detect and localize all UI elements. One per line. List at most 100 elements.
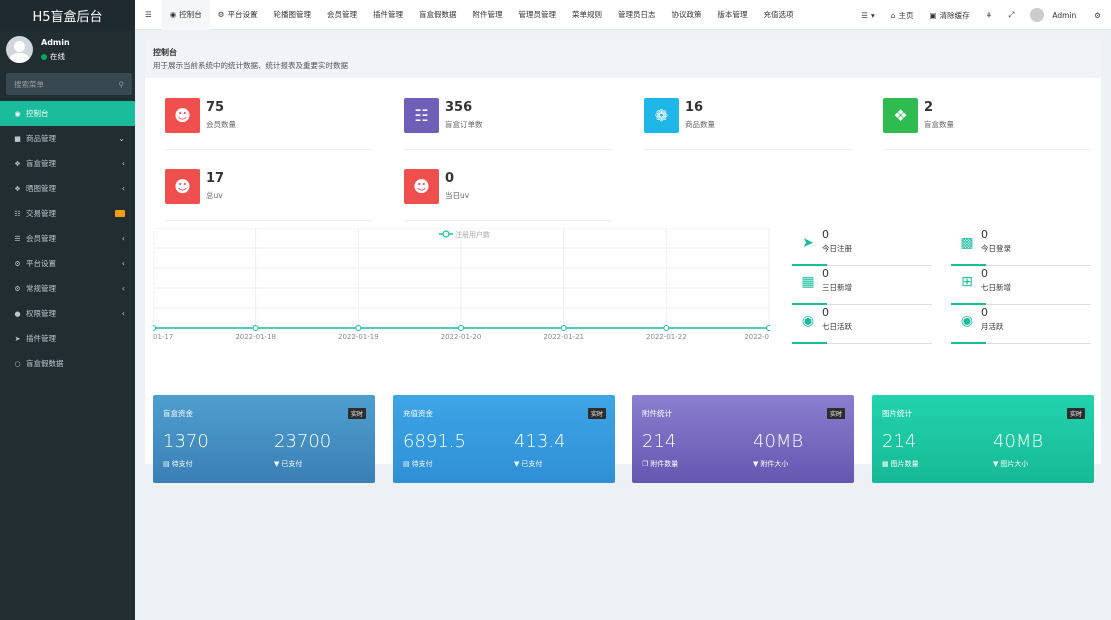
- app-logo[interactable]: H5盲盒后台: [0, 0, 135, 30]
- card-attachment-stats: 附件统计 实时 214 40MB ❐ 附件数量 ▼ 附件大小: [632, 395, 854, 483]
- sidebar-item-dashboard[interactable]: ◉ 控制台: [0, 101, 135, 126]
- tab-version[interactable]: 版本管理: [717, 10, 748, 19]
- fullscreen-icon[interactable]: ⤢: [1008, 10, 1015, 19]
- stat-value: 75: [206, 100, 225, 115]
- sidebar-item-label: 会员管理: [26, 234, 56, 243]
- mini-stat-label: 月活跃: [981, 322, 1004, 331]
- clear-cache-button[interactable]: ▣ 清除缓存: [922, 10, 978, 21]
- sidebar-item-label: 控制台: [26, 109, 49, 118]
- home-link[interactable]: ⌂ 主页: [883, 10, 922, 21]
- mini-stat-today-login: ▩ 0 今日登录: [951, 228, 1091, 266]
- cart-icon: ☷: [14, 209, 21, 218]
- sidebar-item-label: 盲盒假数据: [26, 359, 64, 368]
- chevron-down-icon: ⌄: [118, 134, 125, 143]
- legend-label: 注册用户数: [455, 230, 490, 239]
- mini-stat-value: 0: [981, 267, 988, 280]
- chart-x-tick-label: 2022-01-19: [338, 333, 379, 341]
- tab-label: 控制台: [179, 10, 202, 19]
- trash-icon: ▣: [929, 10, 937, 20]
- stat-value: 0: [445, 171, 455, 186]
- filter-icon: ▼: [274, 460, 280, 468]
- sidebar-item-blindbox[interactable]: ❖ 盲盒管理 ‹: [0, 151, 135, 176]
- tab-admins[interactable]: 管理员管理: [518, 10, 557, 19]
- user-menu[interactable]: Admin: [1022, 8, 1084, 22]
- stat-label: 商品数量: [685, 120, 715, 129]
- sidebar-item-label: 交易管理: [26, 209, 56, 218]
- tab-fake-data[interactable]: 盲盒假数据: [419, 10, 457, 19]
- box-icon: ■: [14, 134, 21, 143]
- tab-members[interactable]: 会员管理: [327, 10, 358, 19]
- rocket-icon: ➤: [802, 235, 814, 251]
- tab-dashboard[interactable]: ◉ 控制台: [161, 0, 210, 30]
- sidebar-search-input[interactable]: 搜索菜单 ⚲: [6, 73, 132, 95]
- filter-icon: ▼: [993, 460, 999, 468]
- mini-stat-label: 七日新增: [981, 283, 1011, 292]
- caret-down-icon: ▾: [871, 10, 875, 20]
- stat-value: 356: [445, 100, 473, 115]
- mini-stat-7day-new: ⊞ 0 七日新增: [951, 267, 1091, 305]
- tab-recharge[interactable]: 充值选项: [763, 10, 794, 19]
- chart-point: [458, 325, 464, 331]
- sidebar-item-platform[interactable]: ⚙ 平台设置 ‹: [0, 251, 135, 276]
- sidebar-item-plugins[interactable]: ➤ 插件管理: [0, 326, 135, 351]
- main-content: 控制台 用于展示当前系统中的统计数据、统计报表及重要实时数据 ☻ 75 会员数量…: [145, 40, 1101, 483]
- menu-toggle-icon[interactable]: ☰: [145, 10, 152, 19]
- card-label-text: 附件大小: [760, 460, 789, 468]
- gears-icon: ⚙: [14, 284, 21, 293]
- card-value-2: 40MB: [993, 431, 1044, 452]
- stat-label: 盲盒订单数: [445, 120, 483, 129]
- tab-attachments[interactable]: 附件管理: [472, 10, 503, 19]
- rocket-icon: ➤: [14, 334, 21, 343]
- sidebar-item-label: 平台设置: [26, 259, 56, 268]
- mini-stat-label: 今日注册: [822, 244, 852, 253]
- sidebar-item-fake-data[interactable]: ○ 盲盒假数据: [0, 351, 135, 376]
- card-value-1: 6891.5: [403, 431, 466, 452]
- settings-icon[interactable]: ⚙: [1094, 10, 1101, 20]
- calendar-plus-icon: ⊞: [961, 274, 973, 290]
- stat-label: 总uv: [206, 191, 223, 200]
- stat-label: 当日uv: [445, 191, 470, 200]
- sidebar-item-auth[interactable]: ● 权限管理 ‹: [0, 301, 135, 326]
- sidebar: H5盲盒后台 Admin 在线 搜索菜单 ⚲ ◉ 控制台 ■ 商品管理 ⌄ ❖ 盲盒管理…: [0, 0, 135, 620]
- tab-agreement[interactable]: 协议政策: [671, 10, 702, 19]
- tab-banner[interactable]: 轮播图管理: [273, 10, 312, 19]
- mini-stat-7day-active: ◉ 0 七日活跃: [792, 306, 932, 344]
- mini-stat-label: 三日新增: [822, 283, 852, 292]
- sidebar-item-trade[interactable]: ☷ 交易管理: [0, 201, 135, 226]
- search-icon[interactable]: ⚲: [118, 79, 125, 89]
- user-registration-chart: 注册用户数 01-17 2022-01-18 2022-01-19 2022-01-20…: [153, 228, 770, 341]
- sidebar-item-general[interactable]: ⚙ 常规管理 ‹: [0, 276, 135, 301]
- sidebar-item-photos[interactable]: ❖ 晒图管理 ‹: [0, 176, 135, 201]
- top-navbar-right: ☰ ▾ ⌂ 主页 ▣ 清除缓存 ⚘ ⤢ Admin ⚙: [853, 0, 1111, 30]
- chart-x-tick-label: 2022-01-21: [543, 333, 584, 341]
- stat-boxes: ❖ 2 盲盒数量: [883, 98, 1091, 150]
- card-title: 盲盒资金: [163, 409, 193, 418]
- file-icon: ▤: [403, 460, 410, 468]
- users-icon: ☻: [165, 169, 200, 204]
- chart-legend[interactable]: 注册用户数: [439, 230, 490, 239]
- mini-stat-value: 0: [822, 228, 829, 241]
- filter-icon: ▼: [514, 460, 520, 468]
- dashboard-panel: ☻ 75 会员数量 ☷ 356 盲盒订单数 ❁ 16 商品数量 ❖ 2 盲盒数量…: [145, 78, 1101, 483]
- legend-marker: [442, 230, 450, 238]
- user-menu-name: Admin: [1052, 10, 1077, 20]
- user-status-text: 在线: [50, 52, 65, 61]
- card-title: 充值资金: [403, 409, 433, 418]
- card-value-1: 214: [642, 431, 677, 452]
- mini-stat-month-active: ◉ 0 月活跃: [951, 306, 1091, 344]
- tab-platform[interactable]: ⚙ 平台设置: [210, 9, 266, 20]
- language-icon[interactable]: ⚘: [985, 10, 993, 20]
- mini-stat-underline: [792, 264, 827, 266]
- chart-point: [766, 325, 770, 331]
- tabs-dropdown[interactable]: ☰ ▾: [853, 11, 883, 20]
- sidebar-item-label: 插件管理: [26, 334, 56, 343]
- chart-x-tick-label: 01-17: [153, 333, 173, 341]
- tab-plugins[interactable]: 插件管理: [373, 10, 404, 19]
- sidebar-item-goods[interactable]: ■ 商品管理 ⌄: [0, 126, 135, 151]
- clone-icon: ❐: [642, 460, 649, 468]
- tab-admin-log[interactable]: 管理员日志: [618, 10, 656, 19]
- tab-menu-rules[interactable]: 菜单规则: [572, 10, 603, 19]
- card-label-1: ▦ 图片数量: [882, 459, 919, 469]
- card-title: 图片统计: [882, 409, 912, 418]
- sidebar-item-members[interactable]: ☰ 会员管理 ‹: [0, 226, 135, 251]
